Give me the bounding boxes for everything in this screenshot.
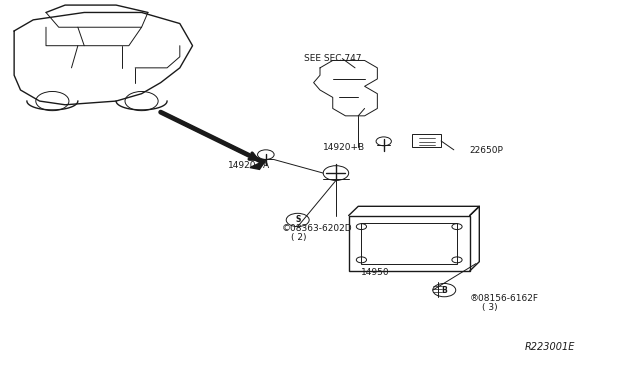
Text: S: S bbox=[295, 215, 300, 224]
Text: SEE SEC.747: SEE SEC.747 bbox=[304, 54, 362, 63]
Text: 22650P: 22650P bbox=[470, 147, 504, 155]
Text: ( 3): ( 3) bbox=[483, 303, 498, 312]
Text: 14920+B: 14920+B bbox=[323, 143, 365, 152]
Text: 14920+A: 14920+A bbox=[228, 161, 269, 170]
Text: 14950: 14950 bbox=[362, 268, 390, 277]
Polygon shape bbox=[250, 160, 266, 169]
Text: ©08363-6202D: ©08363-6202D bbox=[282, 224, 353, 233]
Text: B: B bbox=[442, 286, 447, 295]
Text: ( 2): ( 2) bbox=[291, 233, 307, 242]
Text: R223001E: R223001E bbox=[525, 341, 575, 352]
Text: ®08156-6162F: ®08156-6162F bbox=[470, 294, 539, 303]
